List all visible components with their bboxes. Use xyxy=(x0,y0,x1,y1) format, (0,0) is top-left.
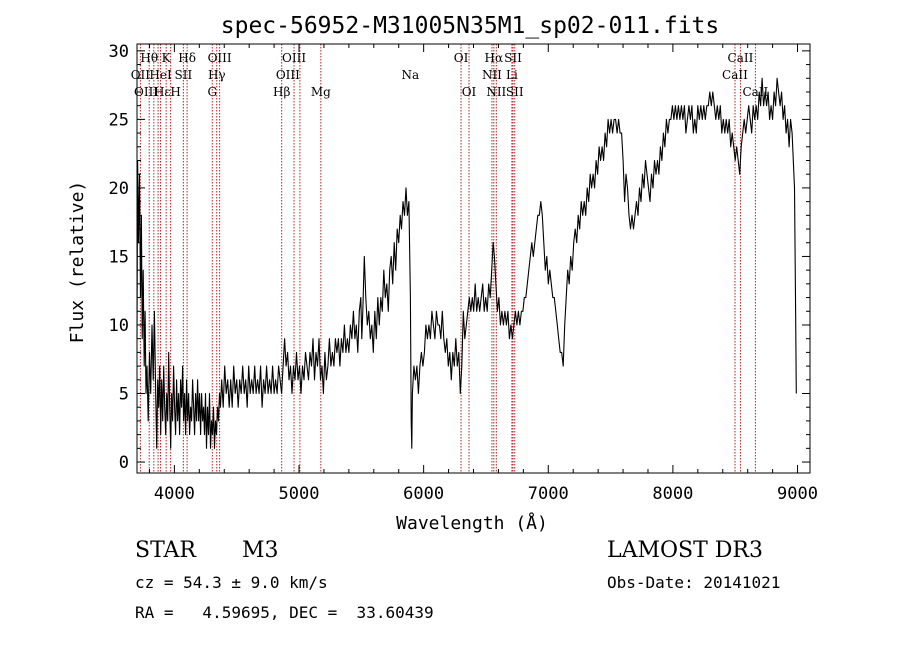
plot-frame xyxy=(136,43,811,474)
line-label: OI xyxy=(454,51,469,65)
line-label: Li xyxy=(506,68,518,82)
line-label: Mg xyxy=(311,85,331,99)
line-label: OI xyxy=(462,85,477,99)
line-label: Na xyxy=(401,68,419,82)
line-label: Hβ xyxy=(273,85,290,99)
x-tick-label: 4000 xyxy=(154,484,195,504)
line-label: Hδ xyxy=(178,51,196,65)
observation-date: Obs-Date: 20141021 xyxy=(607,573,781,592)
y-tick-label: 25 xyxy=(109,110,129,130)
y-tick-label: 15 xyxy=(109,247,129,267)
chart-title: spec-56952-M31005N35M1_sp02-011.fits xyxy=(221,13,720,39)
line-label: SII xyxy=(175,68,193,82)
y-tick-label: 5 xyxy=(119,385,129,405)
y-tick-label: 0 xyxy=(119,453,129,473)
x-axis-label: Wavelength (Å) xyxy=(396,512,548,534)
spectral-line-markers xyxy=(139,44,756,473)
line-label: Hθ xyxy=(140,51,158,65)
line-label: CaII xyxy=(728,51,754,65)
line-label: Hα xyxy=(485,51,504,65)
line-label: OIII xyxy=(134,85,158,99)
line-label: Hε xyxy=(154,85,171,99)
line-label: CaII xyxy=(722,68,748,82)
x-tick-label: 6000 xyxy=(403,484,444,504)
line-label: HeI xyxy=(149,68,172,82)
line-label: K xyxy=(162,51,172,65)
line-label: OIII xyxy=(282,51,306,65)
x-tick-label: 8000 xyxy=(652,484,693,504)
y-tick-label: 20 xyxy=(109,179,129,199)
line-label: SII xyxy=(506,85,524,99)
line-label: H xyxy=(170,85,180,99)
line-label: OII xyxy=(131,68,151,82)
y-tick-label: 10 xyxy=(109,316,129,336)
y-axis-label: Flux (relative) xyxy=(67,181,88,344)
x-tick-label: 9000 xyxy=(777,484,818,504)
series-layer xyxy=(136,77,797,449)
spectrum-line-0 xyxy=(136,77,797,449)
line-label: OIII xyxy=(208,51,232,65)
object-class: STAR xyxy=(135,538,196,563)
line-label: OIII xyxy=(276,68,300,82)
line-label: Hγ xyxy=(208,68,226,82)
line-label: NII xyxy=(486,85,506,99)
line-label: G xyxy=(207,85,217,99)
x-axis-ticks: 4000 5000 6000 7000 8000 9000 xyxy=(148,44,818,504)
line-label: CaII xyxy=(742,85,768,99)
coordinates-readout: RA = 4.59695, DEC = 33.60439 xyxy=(135,603,434,622)
y-axis-ticks: 0 5 10 15 20 25 30 xyxy=(109,42,810,473)
x-tick-label: 5000 xyxy=(279,484,320,504)
line-label: SII xyxy=(504,51,522,65)
y-tick-label: 30 xyxy=(109,42,129,62)
x-tick-label: 7000 xyxy=(528,484,569,504)
survey-name: LAMOST DR3 xyxy=(607,538,763,563)
object-subclass: M3 xyxy=(242,538,279,563)
velocity-readout: cz = 54.3 ± 9.0 km/s xyxy=(135,573,328,592)
line-label: NII xyxy=(482,68,502,82)
